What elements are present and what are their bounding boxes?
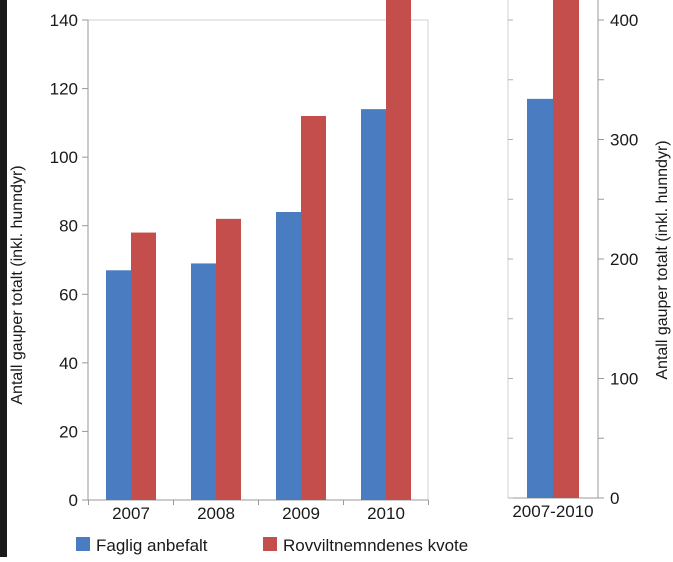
right-bar-faglig-2007-2010 — [527, 98, 553, 499]
right-y-tick-label: 0 — [610, 489, 619, 508]
left-x-tick-label: 2008 — [197, 504, 235, 523]
left-y-tick-label: 60 — [59, 285, 78, 304]
right-x-tick-label: 2007-2010 — [512, 502, 593, 521]
legend-swatch-faglig — [76, 537, 90, 551]
left-x-tick-label: 2010 — [367, 504, 405, 523]
left-bar-kvote-2009 — [301, 116, 326, 500]
right-y-tick-label: 400 — [610, 11, 638, 30]
right-y-axis-title: Antall gauper totalt (inkl. hunndyr) — [654, 140, 671, 379]
left-y-tick-label: 80 — [59, 217, 78, 236]
left-bar-kvote-2010 — [386, 0, 411, 500]
left-bar-kvote-2007 — [131, 232, 156, 501]
left-edge-border — [0, 0, 7, 557]
legend-swatch-kvote — [263, 537, 277, 551]
left-y-tick-label: 100 — [50, 148, 78, 167]
left-x-tick-label: 2007 — [112, 504, 150, 523]
right-bar-kvote-2007-2010 — [553, 0, 579, 498]
legend-label-kvote: Rovviltnemndenes kvote — [283, 536, 468, 555]
left-y-tick-label: 120 — [50, 80, 78, 99]
left-chart-panel: 0 20 40 60 80 100 120 140 2007 2008 2009 2010 Antall… — [9, 0, 429, 523]
right-y-tick-label: 200 — [610, 250, 638, 269]
right-chart-panel: 0 100 200 300 400 2007-2010 Antall gauper tota… — [507, 0, 671, 521]
left-y-tick-label: 20 — [59, 422, 78, 441]
right-y-tick-label: 100 — [610, 370, 638, 389]
legend-label-faglig: Faglig anbefalt — [96, 536, 208, 555]
left-bar-faglig-2010 — [361, 109, 386, 501]
left-bar-faglig-2008 — [191, 263, 216, 500]
left-bar-kvote-2008 — [216, 218, 241, 500]
legend: Faglig anbefalt Rovviltnemndenes kvote — [76, 536, 468, 555]
left-x-tick-label: 2009 — [282, 504, 320, 523]
left-y-tick-label: 0 — [69, 491, 78, 510]
left-y-axis-title: Antall gauper totalt (inkl. hunndyr) — [9, 165, 26, 404]
left-y-tick-label: 40 — [59, 354, 78, 373]
left-y-tick-label: 140 — [50, 11, 78, 30]
left-bar-faglig-2009 — [276, 212, 301, 500]
right-y-tick-label: 300 — [610, 131, 638, 150]
left-bar-faglig-2007 — [106, 270, 131, 500]
